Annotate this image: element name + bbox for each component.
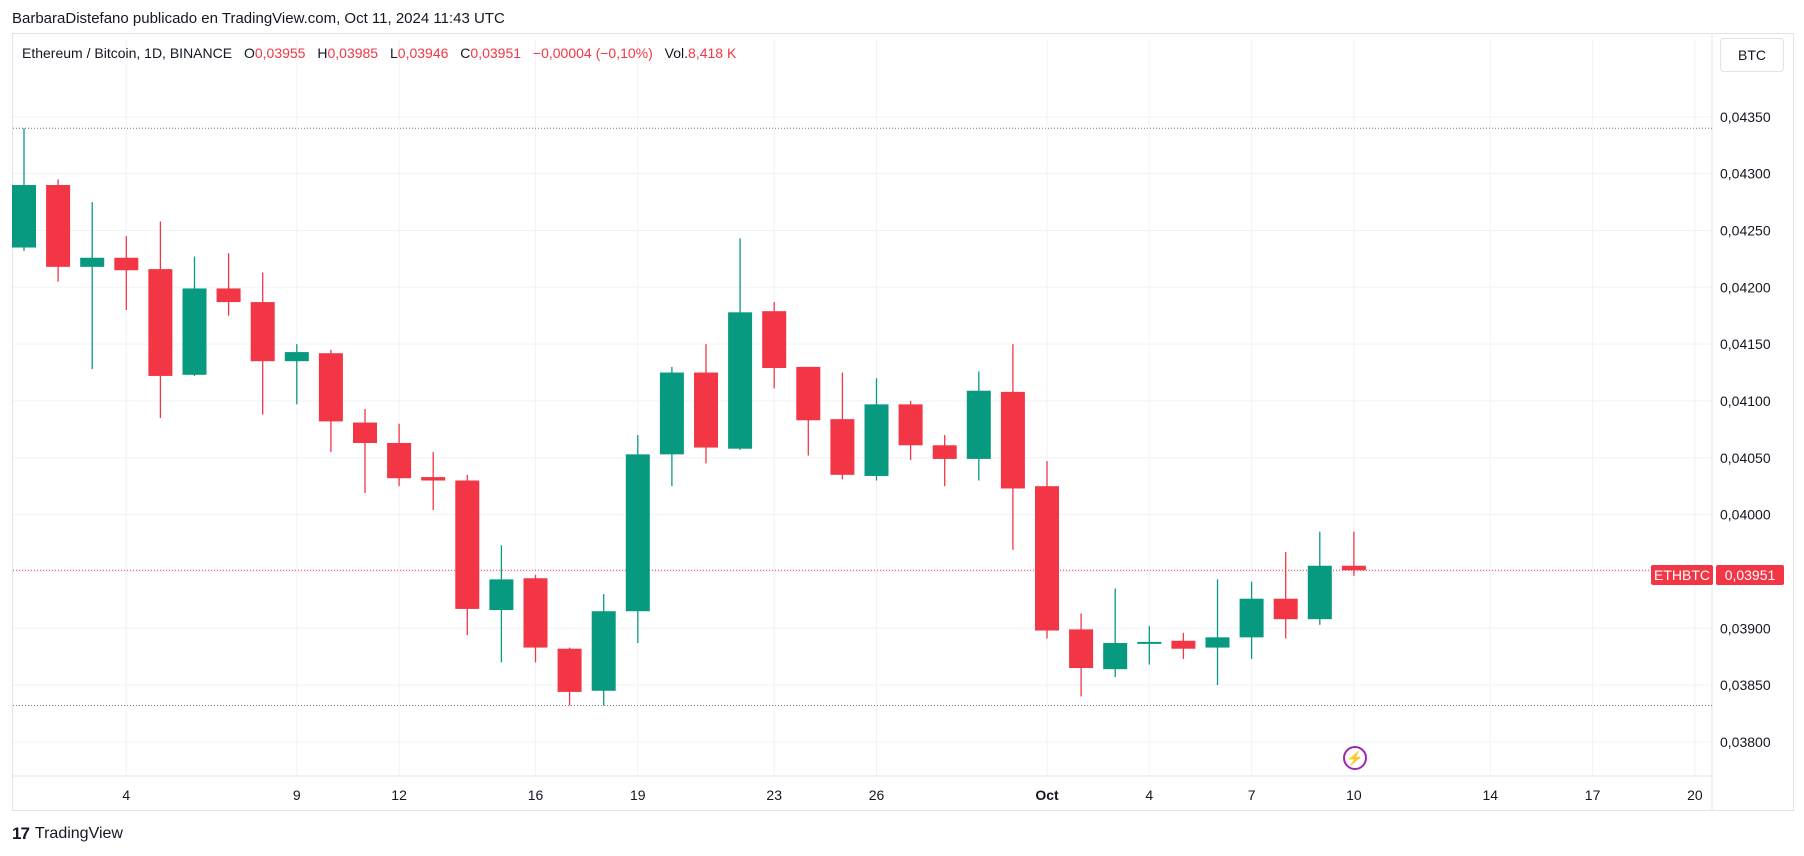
candle-body-up[interactable] <box>489 579 514 611</box>
candle-body-down[interactable] <box>318 353 343 422</box>
y-tick-label: 0,04100 <box>1720 393 1771 409</box>
candle-body-down[interactable] <box>1069 629 1094 669</box>
candle-body-down[interactable] <box>114 257 139 271</box>
candle-body-down[interactable] <box>557 648 582 692</box>
candle-body-down[interactable] <box>898 404 923 446</box>
lightning-bolt-icon[interactable]: ⚡ <box>1343 746 1367 770</box>
legend-low-value: 0,03946 <box>397 45 449 61</box>
x-tick-label: 4 <box>122 787 130 803</box>
y-tick-label: 0,04250 <box>1720 222 1771 238</box>
x-tick-label: 26 <box>869 787 885 803</box>
y-tick-label: 0,04150 <box>1720 336 1771 352</box>
candle-body-up[interactable] <box>591 611 616 691</box>
legend-open-label: O <box>243 45 255 61</box>
tradingview-brand: TradingView <box>34 825 123 842</box>
x-tick-label: 14 <box>1483 787 1499 803</box>
legend-high-value: 0,03985 <box>327 45 379 61</box>
x-tick-label: 9 <box>293 787 301 803</box>
x-tick-label: 19 <box>630 787 646 803</box>
candle-body-up[interactable] <box>1103 643 1128 670</box>
y-tick-label: 0,04300 <box>1720 166 1771 182</box>
candle-body-up[interactable] <box>1239 598 1264 638</box>
candle-body-down[interactable] <box>1035 486 1059 631</box>
x-tick-label: 16 <box>528 787 544 803</box>
legend-volume-value: 8,418 K <box>688 45 737 61</box>
y-tick-label: 0,03850 <box>1720 677 1771 693</box>
candle-body-up[interactable] <box>659 372 684 455</box>
candle-body-up[interactable] <box>1205 637 1230 648</box>
x-tick-label: 10 <box>1346 787 1362 803</box>
tradingview-logo-icon: 17 <box>12 824 30 843</box>
candle-body-down[interactable] <box>523 578 548 648</box>
candle-body-down[interactable] <box>1341 565 1366 571</box>
candle-body-down[interactable] <box>796 366 821 421</box>
legend-volume-label: Vol. <box>664 45 689 61</box>
candle-body-up[interactable] <box>625 454 650 612</box>
currency-button[interactable]: BTC <box>1720 38 1784 72</box>
y-tick-label: 0,03900 <box>1720 620 1771 636</box>
symbol-legend: Ethereum / Bitcoin, 1D, BINANCE O0,03955… <box>22 45 736 61</box>
candle-body-down[interactable] <box>46 185 71 267</box>
candle-body-up[interactable] <box>966 390 991 459</box>
candle-body-up[interactable] <box>864 404 889 476</box>
candle-body-down[interactable] <box>694 372 718 448</box>
legend-high-label: H <box>317 45 328 61</box>
legend-close-value: 0,03951 <box>470 45 522 61</box>
x-tick-label: 17 <box>1585 787 1601 803</box>
chart-frame[interactable] <box>12 33 1794 811</box>
legend-open-value: 0,03955 <box>254 45 306 61</box>
candle-body-down[interactable] <box>830 419 855 475</box>
legend-symbol[interactable]: Ethereum / Bitcoin, 1D, BINANCE <box>22 45 233 61</box>
candle-body-down[interactable] <box>353 422 377 444</box>
y-tick-label: 0,04050 <box>1720 450 1771 466</box>
candle-body-down[interactable] <box>1171 640 1196 649</box>
legend-low-label: L <box>389 45 398 61</box>
candle-body-up[interactable] <box>728 312 753 449</box>
y-tick-label: 0,04200 <box>1720 279 1771 295</box>
candle-body-down[interactable] <box>387 443 412 479</box>
candle-body-down[interactable] <box>148 269 173 376</box>
candle-body-up[interactable] <box>12 185 36 248</box>
candle-body-down[interactable] <box>250 302 275 362</box>
candle-body-down[interactable] <box>762 311 787 368</box>
y-tick-label: 0,04350 <box>1720 109 1771 125</box>
legend-close-label: C <box>460 45 471 61</box>
candle-body-up[interactable] <box>284 352 309 362</box>
candle-body-down[interactable] <box>932 445 957 459</box>
candle-body-up[interactable] <box>80 257 105 267</box>
x-tick-label: 23 <box>766 787 782 803</box>
x-tick-label: 4 <box>1145 787 1153 803</box>
y-tick-label: 0,03800 <box>1720 734 1771 750</box>
publish-caption: BarbaraDistefano publicado en TradingVie… <box>12 10 505 27</box>
x-tick-label: 20 <box>1687 787 1703 803</box>
x-tick-label: 7 <box>1248 787 1256 803</box>
candle-body-down[interactable] <box>421 477 446 481</box>
candle-body-up[interactable] <box>182 288 207 375</box>
symbol-price-tag: ETHBTC <box>1651 565 1713 585</box>
last-price-tag: 0,03951 <box>1716 565 1784 585</box>
candle-body-down[interactable] <box>216 288 241 303</box>
legend-change: −0,00004 (−0,10%) <box>532 45 653 61</box>
candle-body-down[interactable] <box>455 480 480 609</box>
candle-body-down[interactable] <box>1273 598 1298 620</box>
candle-body-up[interactable] <box>1307 565 1332 620</box>
y-tick-label: 0,04000 <box>1720 507 1771 523</box>
candle-body-down[interactable] <box>1000 391 1025 489</box>
tradingview-logo[interactable]: 17 TradingView <box>12 824 123 844</box>
x-tick-label: Oct <box>1035 787 1059 803</box>
candle-body-up[interactable] <box>1137 641 1162 644</box>
x-tick-label: 12 <box>391 787 407 803</box>
